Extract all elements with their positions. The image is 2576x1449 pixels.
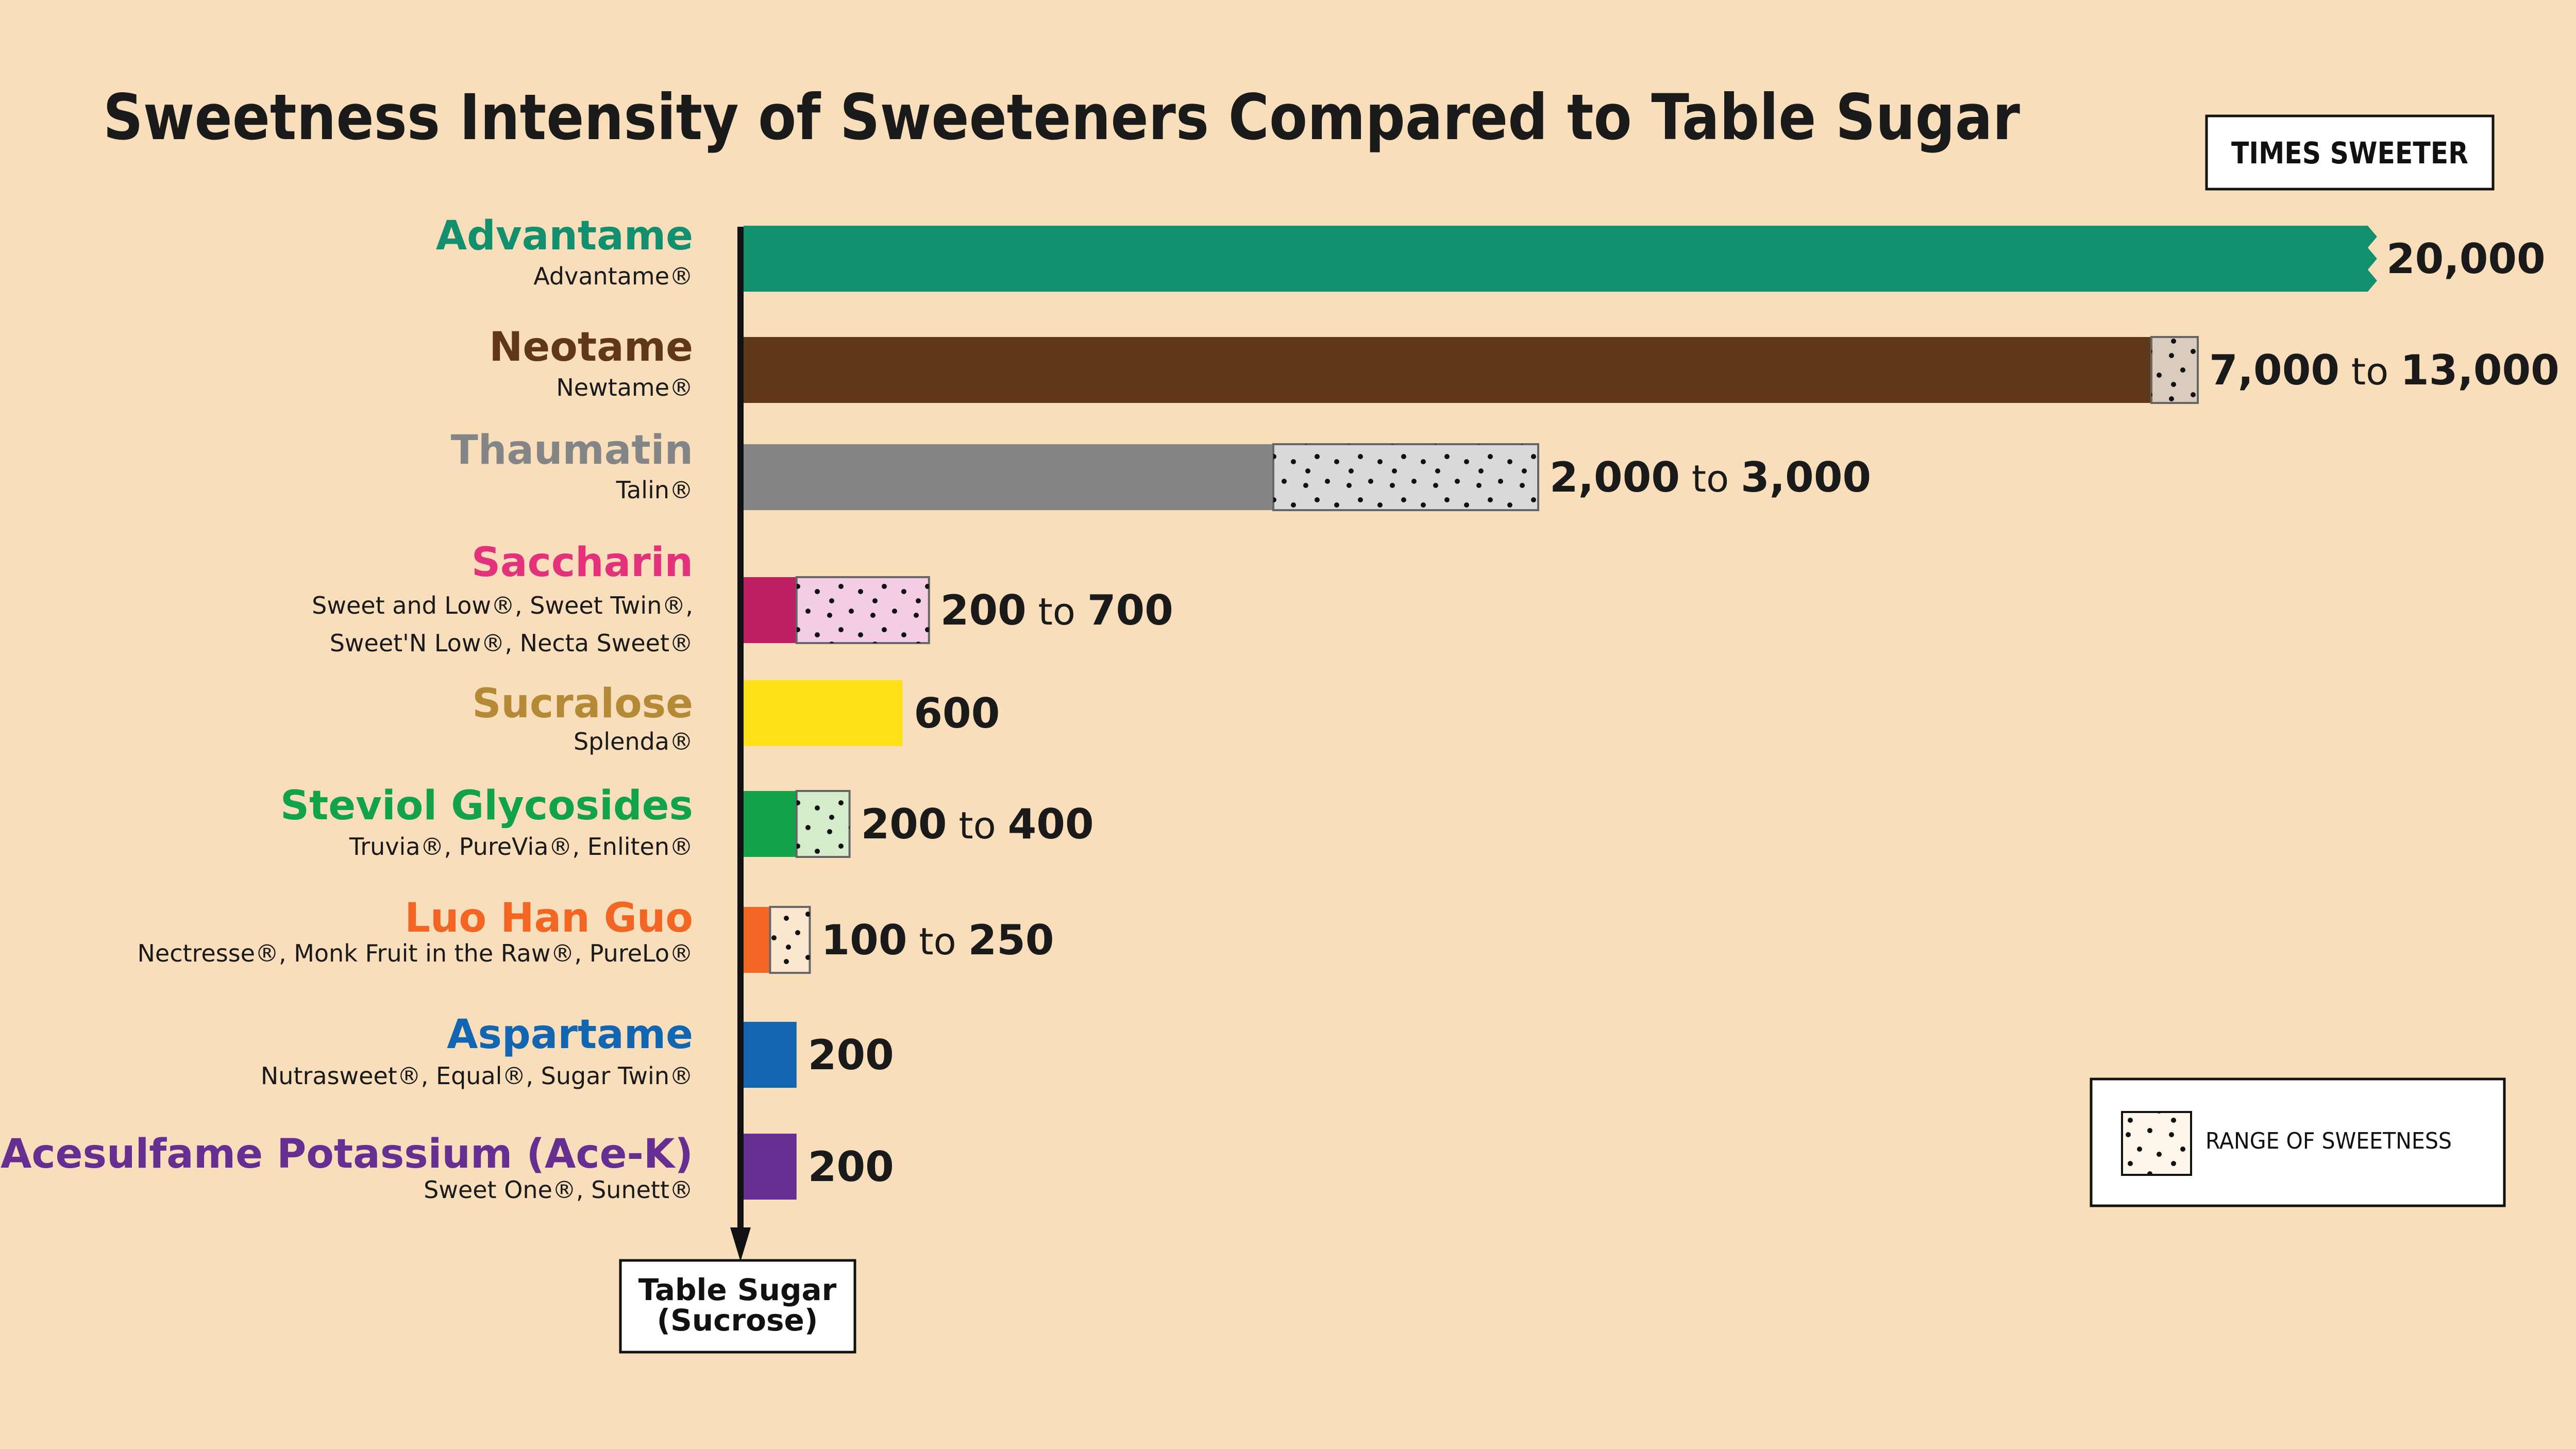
value-min: 200	[808, 1031, 894, 1079]
value-max: 700	[1087, 586, 1173, 634]
value-label: 200	[808, 1143, 894, 1191]
bar-group-6	[744, 906, 811, 974]
category-brands: Splenda®	[574, 728, 693, 755]
bar-group-0	[744, 226, 2388, 292]
chart-title: Sweetness Intensity of Sweeteners Compar…	[103, 81, 2020, 154]
value-connector: to	[1680, 457, 1741, 500]
value-label: 200	[808, 1031, 894, 1079]
category-brands: Sweet'N Low®, Necta Sweet®	[330, 629, 693, 657]
value-max: 400	[1008, 800, 1094, 848]
bar-group-7	[744, 1022, 797, 1088]
category-brands: Talin®	[616, 476, 693, 504]
category-brands: Sweet and Low®, Sweet Twin®,	[312, 592, 693, 619]
values-layer: 20,000 7,000 to 13,000 2,000 to 3,000 200 t…	[808, 235, 2560, 1191]
bar-range-dots	[796, 791, 850, 857]
bar-solid	[744, 1022, 797, 1088]
value-label: 7,000 to 13,000	[2209, 346, 2560, 394]
category-name: Sucralose	[472, 681, 693, 727]
bar-break-notch	[2368, 226, 2388, 292]
category-brands: Sweet One®, Sunett®	[424, 1176, 693, 1204]
value-max: 250	[968, 916, 1054, 964]
category-name: Acesulfame Potassium (Ace-K)	[1, 1131, 693, 1177]
category-name: Thaumatin	[451, 427, 693, 474]
bar-range-dots	[796, 577, 929, 643]
value-connector: to	[2339, 350, 2400, 393]
value-label: 200 to 400	[861, 800, 1094, 848]
bar-group-3	[744, 576, 930, 644]
unit-label: TIMES SWEETER	[2231, 136, 2468, 171]
category-name: Saccharin	[472, 540, 693, 586]
value-min: 100	[821, 916, 907, 964]
bar-range-dots	[1273, 444, 1538, 510]
value-min: 600	[914, 689, 1000, 737]
unit-label-box: TIMES SWEETER	[2205, 114, 2495, 191]
category-brands: Truvia®, PureVia®, Enliten®	[349, 833, 693, 861]
category-name: Neotame	[489, 324, 693, 370]
value-min: 200	[940, 586, 1026, 634]
category-name: Aspartame	[447, 1012, 693, 1058]
bar-group-4	[744, 680, 903, 746]
value-min: 7,000	[2209, 346, 2339, 394]
category-brands: Nutrasweet®, Equal®, Sugar Twin®	[261, 1062, 693, 1090]
labels-layer: Advantame Advantame® Neotame Newtame® Thauma…	[1, 213, 693, 1204]
bar-range-dots	[770, 907, 810, 973]
value-connector: to	[907, 920, 968, 963]
value-max: 3,000	[1741, 453, 1871, 501]
bar-group-8	[744, 1134, 797, 1200]
baseline-arrowhead	[730, 1227, 751, 1261]
category-name: Luo Han Guo	[405, 895, 693, 941]
bar-group-5	[744, 790, 851, 858]
category-name: Steviol Glycosides	[280, 783, 693, 829]
value-label: 200 to 700	[940, 586, 1173, 634]
bar-solid	[744, 791, 797, 857]
value-min: 200	[861, 800, 947, 848]
value-max: 13,000	[2400, 346, 2560, 394]
value-label: 600	[914, 689, 1000, 737]
bar-solid	[744, 577, 797, 643]
category-brands: Advantame®	[533, 262, 693, 290]
bar-solid	[744, 1134, 797, 1200]
legend: RANGE OF SWEETNESS	[2090, 1077, 2506, 1207]
value-connector: to	[947, 804, 1008, 847]
bar-solid	[744, 337, 2151, 403]
bar-break-edge	[2368, 226, 2377, 292]
category-name: Advantame	[436, 213, 693, 259]
baseline-label-box: Table Sugar (Sucrose)	[619, 1259, 856, 1354]
value-min: 200	[808, 1143, 894, 1191]
value-min: 20,000	[2386, 235, 2546, 283]
legend-swatch-dots	[2122, 1112, 2191, 1175]
value-label: 100 to 250	[821, 916, 1054, 964]
legend-label: RANGE OF SWEETNESS	[2205, 1128, 2452, 1154]
bar-group-2	[744, 443, 1539, 511]
baseline-label-line-1: Table Sugar	[638, 1272, 837, 1307]
baseline-label-line-2: (Sucrose)	[657, 1303, 818, 1338]
bar-range-dots	[2151, 337, 2198, 403]
bar-solid	[744, 907, 770, 973]
bar-solid	[744, 444, 1273, 510]
bar-solid	[744, 226, 2368, 292]
bars-layer	[744, 226, 2388, 1200]
value-label: 2,000 to 3,000	[1550, 453, 1871, 501]
value-connector: to	[1026, 590, 1087, 633]
bar-solid	[744, 680, 903, 746]
bar-group-1	[744, 336, 2199, 404]
value-label: 20,000	[2386, 235, 2546, 283]
baseline-axis	[730, 227, 751, 1261]
category-brands: Newtame®	[556, 374, 693, 401]
category-brands: Nectresse®, Monk Fruit in the Raw®, Pure…	[137, 939, 693, 967]
value-min: 2,000	[1550, 453, 1680, 501]
